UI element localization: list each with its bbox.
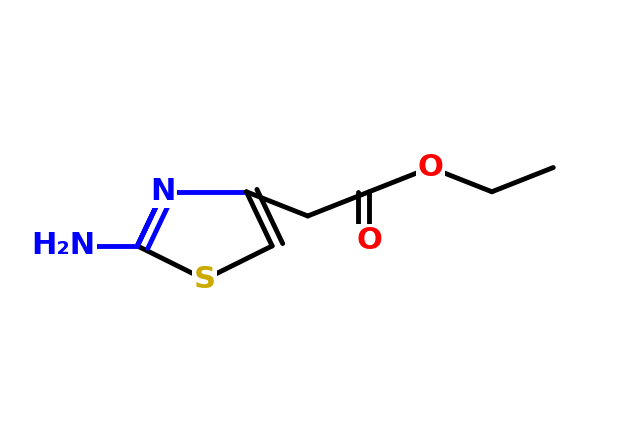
Text: H₂N: H₂N: [32, 232, 95, 260]
Text: O: O: [356, 226, 382, 255]
Text: O: O: [418, 153, 443, 182]
Text: N: N: [150, 177, 176, 206]
Text: S: S: [194, 265, 216, 294]
